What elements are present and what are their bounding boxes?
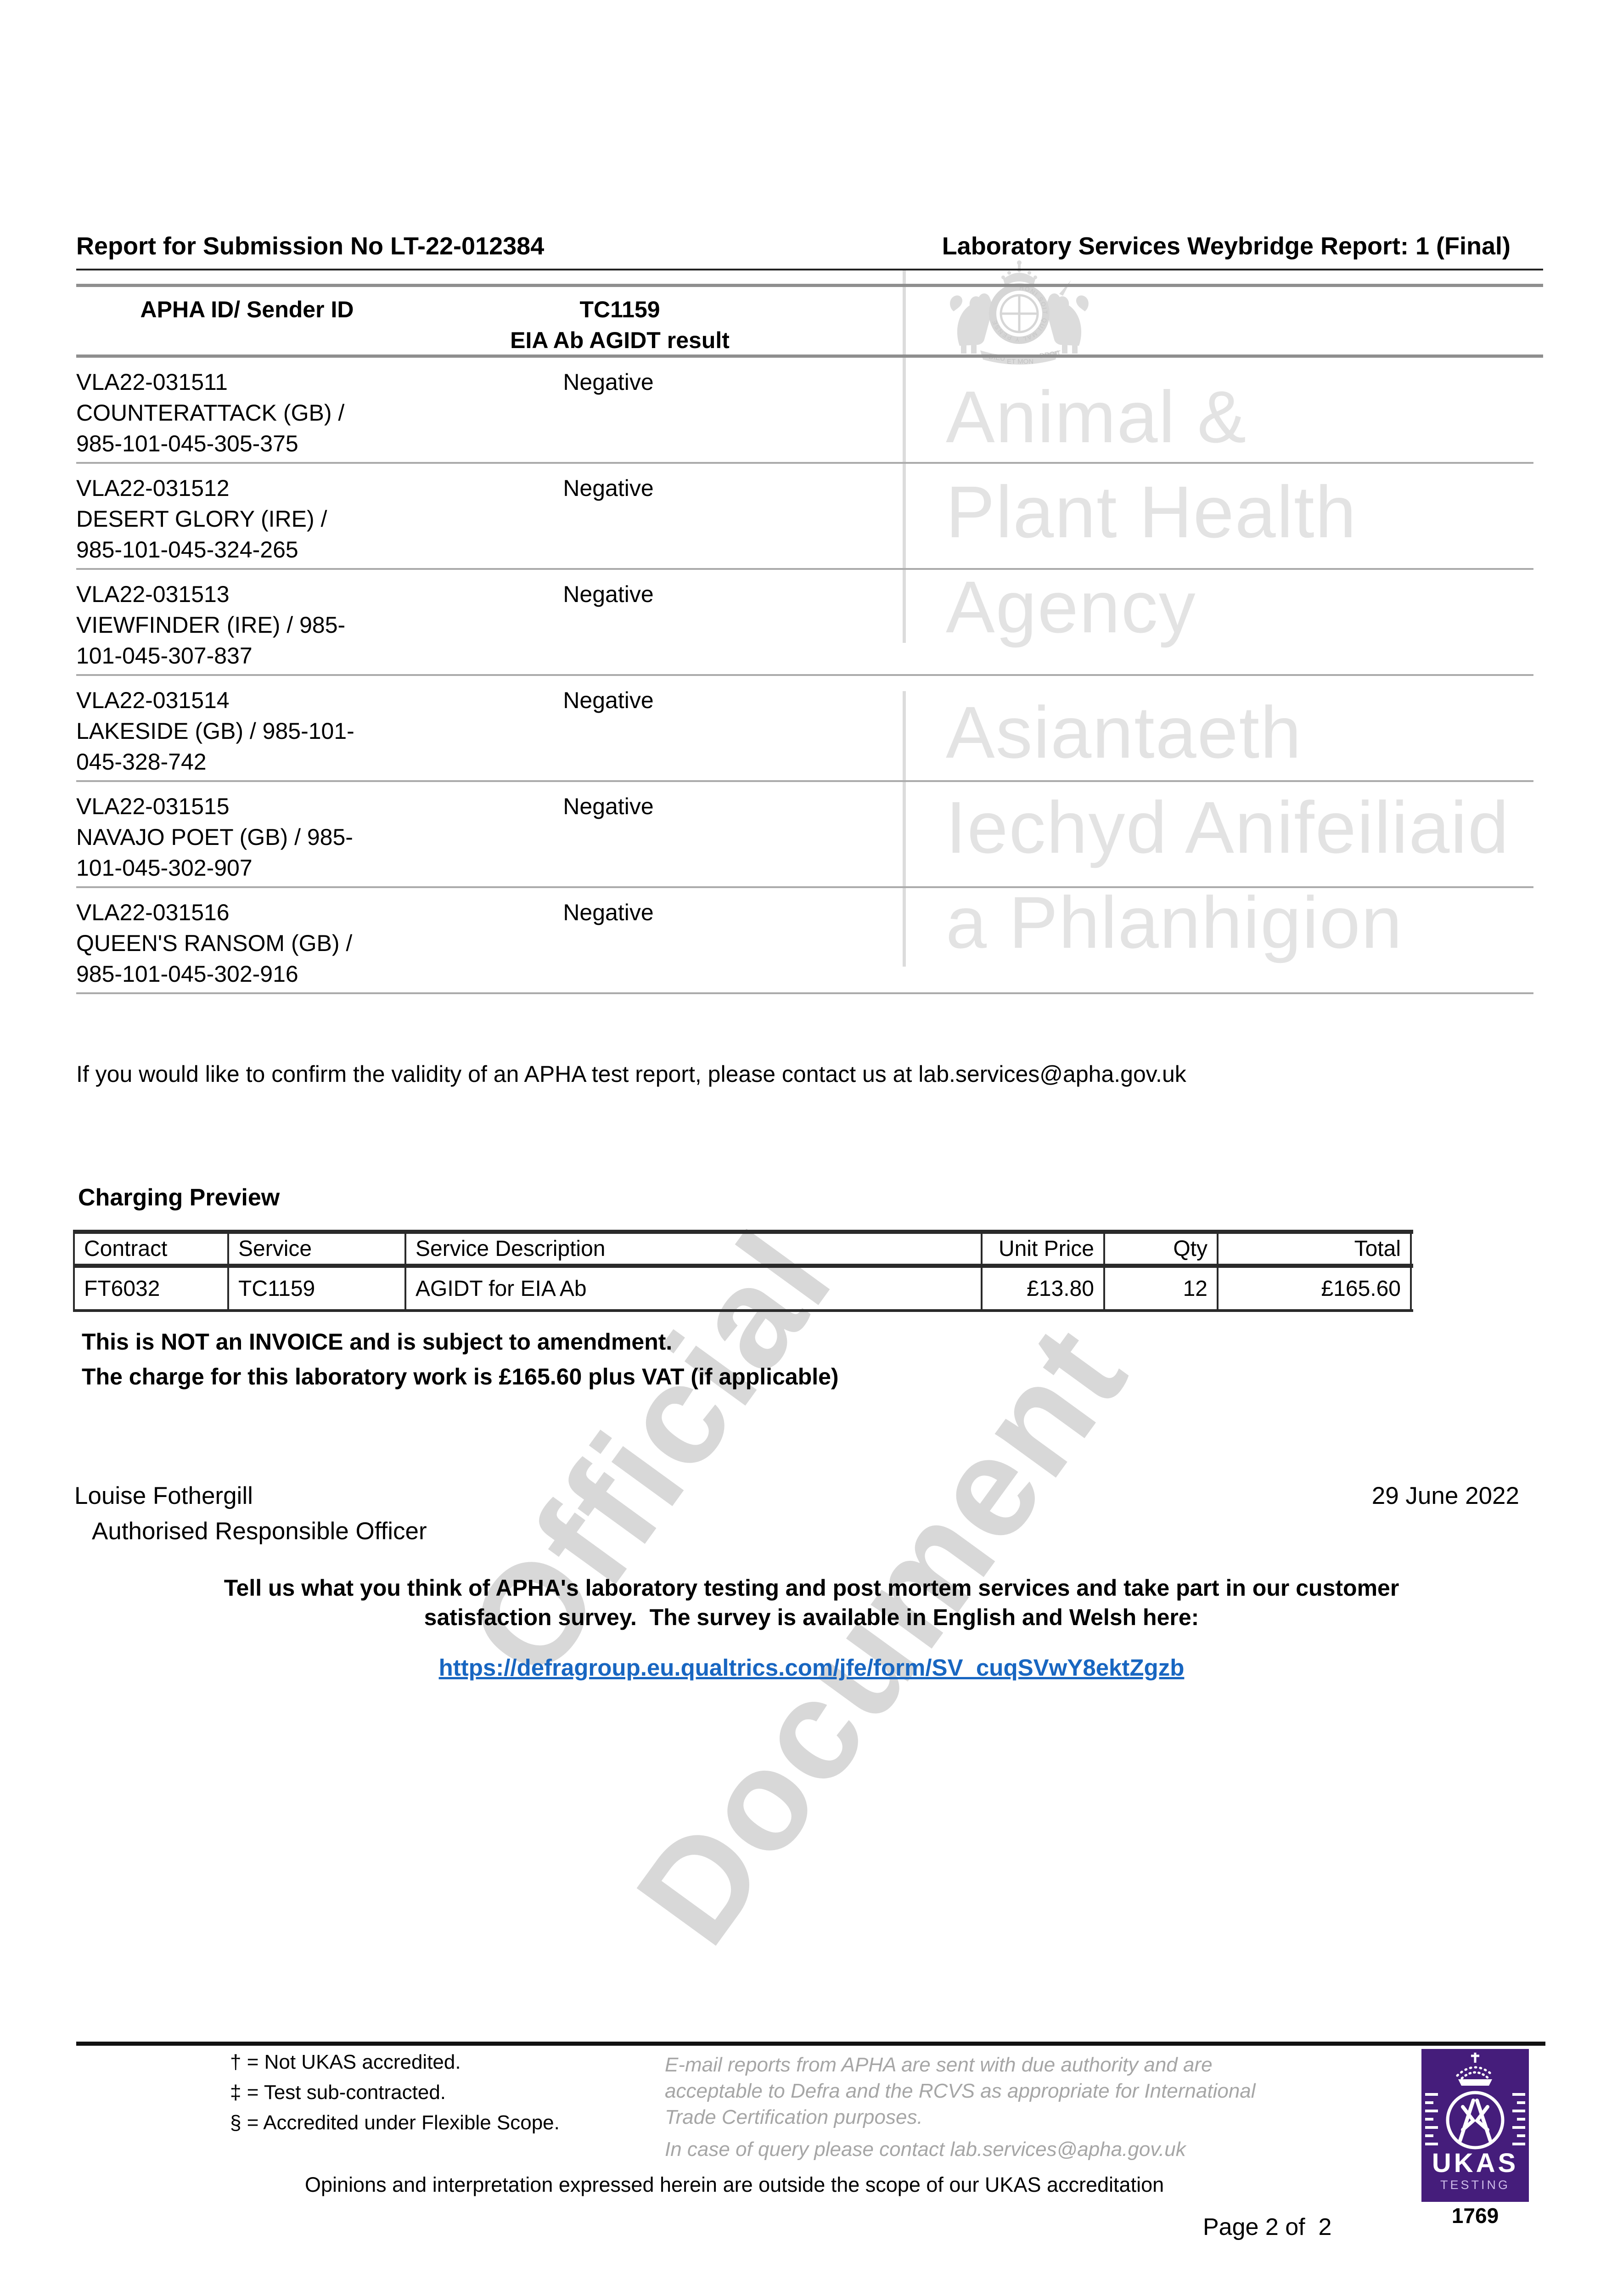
sample-id: VLA22-031514 <box>76 687 230 713</box>
results-col2-header: TC1159 EIA Ab AGIDT result <box>418 294 822 356</box>
test-result: Negative <box>563 475 654 501</box>
total-value: £165.60 <box>1217 1268 1412 1309</box>
animal-name: DESERT GLORY (IRE) / <box>76 506 327 532</box>
royal-crest-watermark-icon: HONI SOIT QUI MAL Y PENSE DIEU ET MON DR… <box>950 260 1089 366</box>
not-invoice-note: This is NOT an INVOICE and is subject to… <box>82 1329 673 1355</box>
accreditation-footnotes: † = Not UKAS accredited. ‡ = Test sub-co… <box>230 2047 560 2138</box>
lab-services-report-title: Laboratory Services Weybridge Report: 1 … <box>942 232 1511 260</box>
test-result: Negative <box>563 793 654 819</box>
watermark-english-line3: Agency <box>946 566 1196 648</box>
col-header-unit-price: Unit Price <box>981 1234 1103 1264</box>
results-table-header: APHA ID/ Sender ID TC1159 EIA Ab AGIDT r… <box>76 294 884 356</box>
charge-amount-note: The charge for this laboratory work is £… <box>82 1364 839 1390</box>
watermark-welsh-line3: a Phlanhigion <box>946 881 1403 963</box>
results-header-bottom-rule <box>76 355 1543 358</box>
signatory-title: Authorised Responsible Officer <box>92 1518 427 1545</box>
passport-number: 985-101-045-305-375 <box>76 431 298 456</box>
col-header-total: Total <box>1217 1234 1412 1264</box>
ukas-accreditation-number: 1769 <box>1451 2204 1499 2228</box>
passport-number: 101-045-302-907 <box>76 855 253 881</box>
test-result: Negative <box>563 900 654 925</box>
ukas-emblem-icon <box>1458 2099 1492 2143</box>
table-row: VLA22-031515 NAVAJO POET (GB) / 985- 101… <box>76 782 1533 888</box>
test-result: Negative <box>563 581 654 607</box>
charging-preview-table: Contract Service Service Description Uni… <box>73 1230 1413 1312</box>
animal-name: LAKESIDE (GB) / 985-101- <box>76 718 354 744</box>
apha-logo-keyline-top <box>903 269 906 643</box>
email-authority-note: E-mail reports from APHA are sent with d… <box>665 2052 1256 2130</box>
ukas-logo: UKAS TESTING <box>1421 2049 1529 2202</box>
email-note-line1: E-mail reports from APHA are sent with d… <box>665 2054 1213 2076</box>
sample-id: VLA22-031512 <box>76 475 230 501</box>
crown-icon <box>1456 2053 1494 2086</box>
motto-mid: ET MON <box>1007 358 1033 366</box>
col-header-description: Service Description <box>404 1234 981 1264</box>
footnote-double-dagger: ‡ = Test sub-contracted. <box>230 2081 446 2104</box>
table-row: VLA22-031514 LAKESIDE (GB) / 985-101- 04… <box>76 676 1533 782</box>
charging-data-row: FT6032 TC1159 AGIDT for EIA Ab £13.80 12… <box>73 1268 1413 1309</box>
watermark-english-line1: Animal & <box>946 376 1247 458</box>
animal-name: VIEWFINDER (IRE) / 985- <box>76 612 346 638</box>
description-value: AGIDT for EIA Ab <box>404 1268 981 1309</box>
survey-invite-line2: satisfaction survey. The survey is avail… <box>424 1604 1199 1630</box>
animal-name: NAVAJO POET (GB) / 985- <box>76 824 353 850</box>
email-note-line3: Trade Certification purposes. <box>665 2106 923 2128</box>
results-col2-test-name: EIA Ab AGIDT result <box>510 327 730 353</box>
footnote-dagger: † = Not UKAS accredited. <box>230 2051 461 2073</box>
animal-name: COUNTERATTACK (GB) / <box>76 400 345 426</box>
survey-invite-line1: Tell us what you think of APHA's laborat… <box>224 1575 1399 1601</box>
email-note-line2: acceptable to Defra and the RCVS as appr… <box>665 2080 1256 2102</box>
page-number: Page 2 of 2 <box>1203 2214 1332 2240</box>
sample-id: VLA22-031516 <box>76 900 230 925</box>
sample-id: VLA22-031513 <box>76 581 230 607</box>
charging-preview-heading: Charging Preview <box>78 1184 280 1211</box>
passport-number: 101-045-307-837 <box>76 643 253 669</box>
watermark-english-line2: Plant Health <box>946 471 1357 553</box>
sample-id: VLA22-031515 <box>76 793 230 819</box>
sample-id: VLA22-031511 <box>76 369 228 395</box>
query-contact-note: In case of query please contact lab.serv… <box>665 2138 1186 2161</box>
results-col1-header: APHA ID/ Sender ID <box>140 297 354 322</box>
unit-price-value: £13.80 <box>981 1268 1103 1309</box>
col-header-qty: Qty <box>1103 1234 1217 1264</box>
qty-value: 12 <box>1103 1268 1217 1309</box>
table-row: VLA22-031513 VIEWFINDER (IRE) / 985- 101… <box>76 570 1533 676</box>
survey-link[interactable]: https://defragroup.eu.qualtrics.com/jfe/… <box>438 1654 1185 1681</box>
service-value: TC1159 <box>227 1268 404 1309</box>
validity-contact-line: If you would like to confirm the validit… <box>76 1061 1186 1087</box>
passport-number: 985-101-045-302-916 <box>76 961 298 987</box>
test-result: Negative <box>563 687 654 713</box>
passport-number: 985-101-045-324-265 <box>76 537 298 563</box>
report-date: 29 June 2022 <box>1371 1482 1519 1509</box>
ruler-ticks-icon <box>1425 2093 1525 2145</box>
apha-logo-keyline-bottom <box>903 691 906 967</box>
opinions-disclaimer: Opinions and interpretation expressed he… <box>305 2173 1164 2196</box>
results-table-body: VLA22-031511 COUNTERATTACK (GB) / 985-10… <box>76 358 1533 994</box>
footnote-section: § = Accredited under Flexible Scope. <box>230 2111 560 2134</box>
watermark-welsh-line1: Asiantaeth <box>946 691 1303 773</box>
animal-name: QUEEN'S RANSOM (GB) / <box>76 930 353 956</box>
contract-value: FT6032 <box>73 1268 227 1309</box>
survey-link-wrap: https://defragroup.eu.qualtrics.com/jfe/… <box>0 1654 1623 1682</box>
ukas-wordmark: UKAS <box>1432 2148 1518 2178</box>
col-header-contract: Contract <box>73 1234 227 1264</box>
passport-number: 045-328-742 <box>76 749 207 775</box>
charging-header-row: Contract Service Service Description Uni… <box>73 1234 1413 1268</box>
results-table-top-rule <box>76 284 1543 287</box>
footer-divider <box>76 2042 1545 2046</box>
test-result: Negative <box>563 369 654 395</box>
table-row: VLA22-031512 DESERT GLORY (IRE) / 985-10… <box>76 464 1533 570</box>
col-header-service: Service <box>227 1234 404 1264</box>
results-col2-test-code: TC1159 <box>579 297 660 322</box>
signatory-name: Louise Fothergill <box>74 1482 253 1509</box>
watermark-welsh-line2: Iechyd Anifeiliaid <box>946 786 1510 868</box>
ukas-testing-label: TESTING <box>1440 2178 1510 2192</box>
table-row: VLA22-031511 COUNTERATTACK (GB) / 985-10… <box>76 358 1533 464</box>
header-divider <box>76 269 1543 270</box>
table-row: VLA22-031516 QUEEN'S RANSOM (GB) / 985-1… <box>76 888 1533 994</box>
report-submission-title: Report for Submission No LT-22-012384 <box>76 232 545 260</box>
